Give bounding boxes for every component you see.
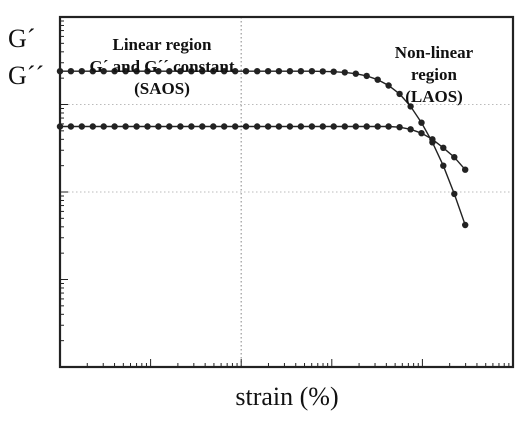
data-point — [89, 123, 97, 130]
data-point — [374, 76, 381, 83]
series-line — [60, 125, 466, 171]
data-point — [396, 90, 403, 98]
data-point — [451, 154, 458, 161]
data-point — [440, 144, 447, 151]
data-point — [418, 119, 425, 126]
data-point — [188, 68, 195, 75]
data-point — [363, 123, 370, 130]
data-point — [308, 68, 316, 75]
data-point — [166, 123, 173, 130]
data-point — [374, 123, 381, 130]
data-point — [330, 68, 337, 75]
series-layer — [56, 68, 469, 229]
data-point — [264, 68, 272, 75]
data-point — [407, 126, 414, 133]
annotation-linear-line-1: Linear region — [112, 35, 212, 54]
y-axis-label-g-prime: G´ — [8, 24, 35, 53]
data-point — [199, 68, 206, 75]
data-point — [155, 68, 162, 75]
data-point — [78, 68, 86, 75]
data-point — [330, 123, 337, 130]
data-point — [462, 166, 469, 173]
data-point — [232, 123, 239, 130]
data-point — [385, 123, 392, 130]
data-point — [166, 68, 173, 75]
annotation-nonlinear-line-3: (LAOS) — [405, 87, 463, 106]
data-point — [451, 190, 458, 198]
data-point — [275, 68, 283, 75]
tick-layer — [59, 20, 510, 368]
data-point — [418, 130, 425, 137]
data-point — [199, 123, 206, 130]
y-axis-label-g-double-prime: G´´ — [8, 61, 44, 90]
data-point — [232, 68, 239, 75]
data-point — [89, 68, 97, 75]
data-point — [133, 123, 140, 130]
data-point — [363, 72, 370, 80]
data-point — [67, 123, 75, 130]
data-point — [155, 123, 162, 130]
data-point — [177, 123, 184, 130]
data-point — [352, 123, 359, 130]
data-point — [297, 123, 305, 130]
data-point — [254, 123, 261, 130]
data-point — [341, 69, 348, 76]
series-2 — [56, 123, 469, 173]
data-point — [429, 136, 436, 143]
data-point — [188, 123, 195, 130]
data-point — [111, 123, 118, 130]
data-point — [297, 68, 305, 75]
data-point — [122, 123, 129, 130]
data-point — [286, 123, 294, 130]
data-point — [111, 68, 118, 75]
data-point — [210, 68, 217, 75]
data-point — [242, 68, 250, 75]
data-point — [100, 123, 107, 130]
data-point — [275, 123, 283, 130]
data-point — [396, 124, 403, 131]
data-point — [56, 68, 64, 75]
grid-layer — [60, 17, 513, 367]
data-point — [177, 68, 184, 75]
data-point — [133, 68, 140, 75]
data-point — [286, 68, 294, 75]
data-point — [67, 68, 75, 75]
x-axis-label: strain (%) — [235, 382, 338, 411]
data-point — [264, 123, 272, 130]
data-point — [254, 68, 261, 75]
data-point — [352, 70, 359, 77]
annotation-linear-line-2: G´ and G´´ constant — [90, 57, 235, 76]
annotation-nonlinear-line-2: region — [411, 65, 458, 84]
data-point — [221, 68, 228, 75]
data-point — [100, 68, 107, 75]
data-point — [319, 123, 326, 130]
data-point — [56, 123, 64, 130]
data-point — [144, 123, 151, 130]
data-point — [462, 221, 469, 229]
data-point — [78, 123, 86, 130]
data-point — [385, 82, 392, 89]
data-point — [341, 123, 348, 130]
data-point — [144, 68, 151, 75]
data-point — [122, 68, 129, 75]
data-point — [308, 123, 316, 130]
data-point — [440, 162, 447, 169]
data-point — [242, 123, 250, 130]
data-point — [407, 103, 414, 110]
data-point — [210, 123, 217, 130]
annotation-nonlinear-line-1: Non-linear — [395, 43, 474, 62]
data-point — [221, 123, 228, 130]
annotation-linear-line-3: (SAOS) — [134, 79, 190, 98]
data-point — [319, 68, 326, 75]
